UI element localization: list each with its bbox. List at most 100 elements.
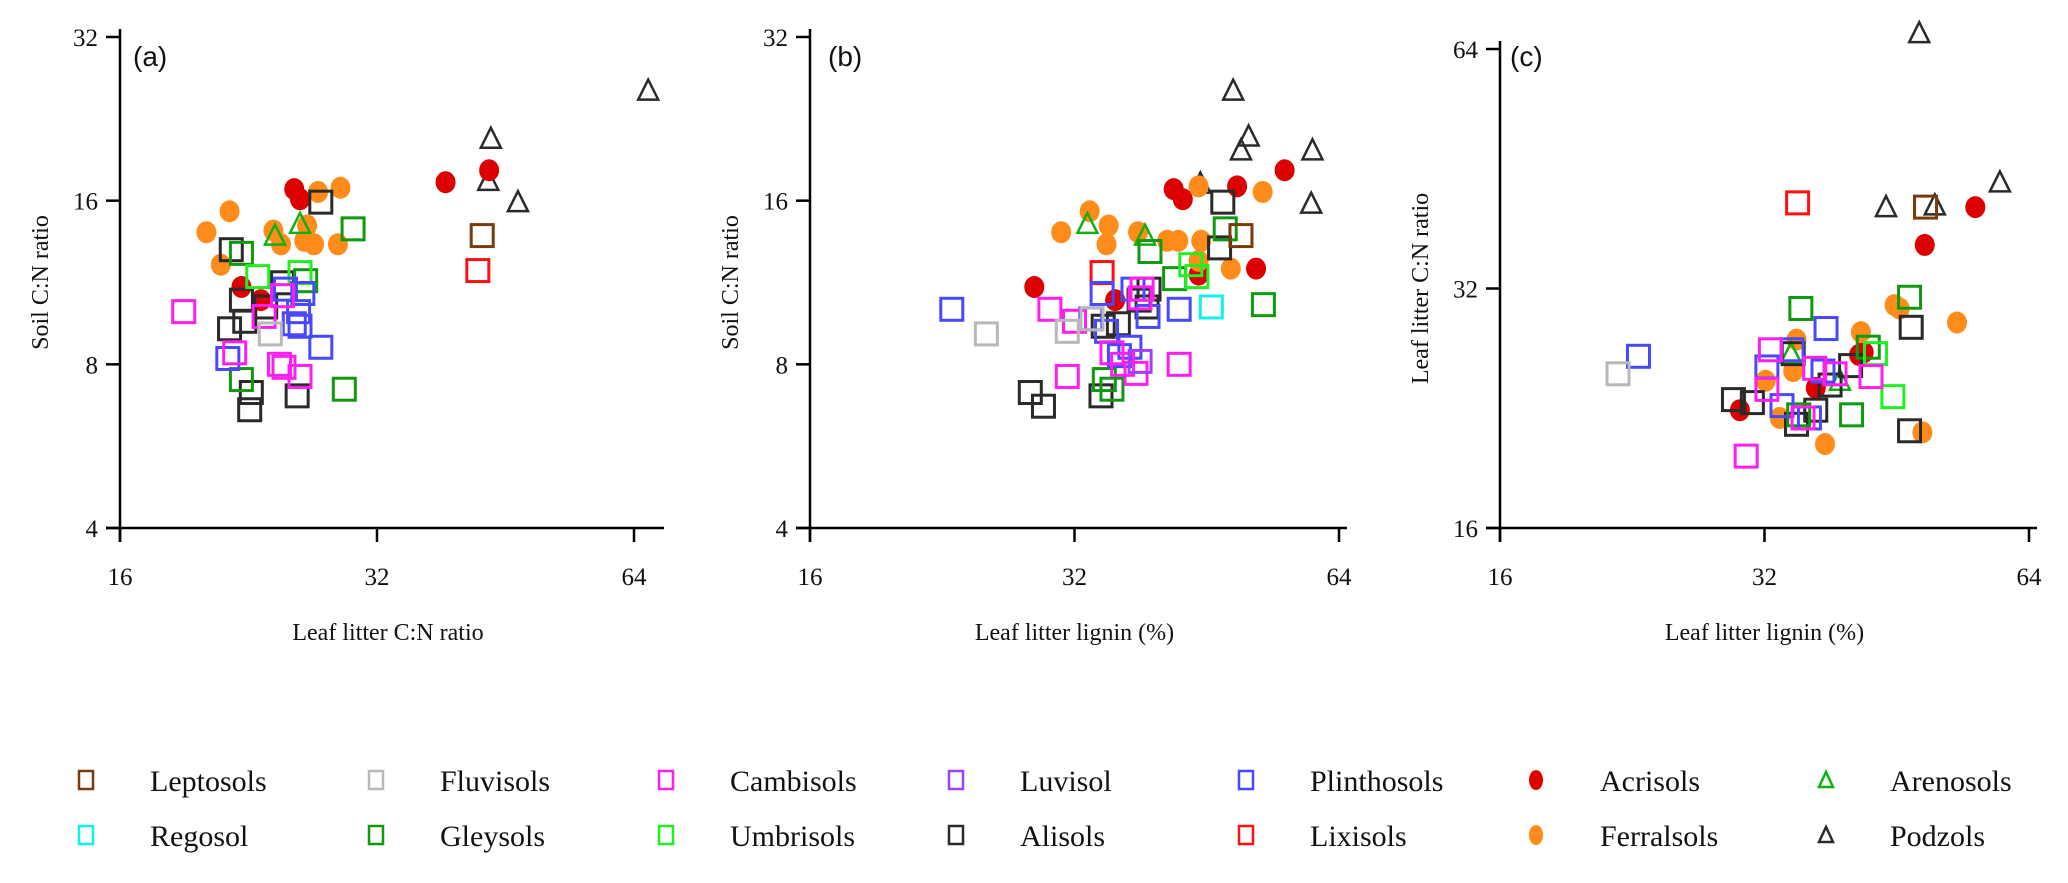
y-tick-label: 4 (776, 516, 789, 543)
data-point-umbrisols (1184, 264, 1210, 290)
data-point-alisols (237, 397, 263, 423)
data-point-alisols (1739, 390, 1765, 416)
data-point-podzols (1922, 191, 1947, 216)
data-point-cambisols (1127, 285, 1153, 311)
data-point-cambisols (1037, 296, 1063, 322)
data-point-plinthosols (1089, 280, 1115, 306)
data-point-acrisols (1246, 257, 1267, 280)
legend-item-luvisol: Luvisol (947, 765, 1112, 798)
legend-item-plinthosols: Plinthosols (1237, 765, 1443, 798)
data-point-plinthosols (215, 346, 241, 372)
data-point-arenosols (1075, 210, 1100, 235)
y-tick-label: 32 (1453, 277, 1478, 304)
data-point-cambisols (1733, 443, 1759, 469)
legend-marker-square (947, 769, 965, 791)
y-tick-label: 16 (73, 189, 98, 216)
data-point-cambisols (271, 354, 297, 380)
panel-label: (a) (133, 41, 167, 72)
data-points (1605, 19, 2012, 469)
panel-label: (b) (828, 41, 862, 72)
data-point-ferralsols (330, 176, 351, 199)
data-point-fluvisols (1605, 361, 1631, 387)
legend-marker-square (657, 769, 675, 791)
legend-label: Umbrisols (730, 820, 855, 853)
legend-item-gleysols: Gleysols (367, 820, 545, 853)
y-tick-label: 32 (73, 25, 98, 52)
data-point-ferralsols (1051, 221, 1072, 244)
legend-label: Alisols (1020, 820, 1105, 853)
data-point-ferralsols (1096, 233, 1117, 256)
data-point-gleysols (1897, 284, 1923, 310)
legend-item-regosol: Regosol (77, 820, 248, 853)
data-point-ferralsols (1252, 180, 1273, 203)
data-point-alisols (1897, 418, 1923, 444)
legend-label: Ferralsols (1600, 820, 1718, 853)
data-point-ferralsols (1188, 175, 1209, 198)
legend-item-acrisols: Acrisols (1529, 765, 1700, 798)
data-point-podzols (636, 76, 661, 101)
data-point-alisols (1720, 387, 1746, 413)
data-point-ferralsols (327, 233, 348, 256)
data-point-plinthosols (1813, 316, 1839, 342)
data-point-cambisols (222, 340, 248, 366)
data-point-gleysols (1099, 376, 1125, 402)
data-point-podzols (1873, 193, 1899, 218)
legend-marker-square (77, 824, 95, 846)
data-point-regosol (1198, 294, 1224, 320)
data-points (171, 76, 661, 423)
data-point-umbrisols (1880, 384, 1906, 410)
y-tick-label: 16 (763, 189, 788, 216)
data-point-cambisols (269, 283, 295, 309)
x-tick-label: 16 (108, 564, 133, 591)
data-point-gleysols (1250, 292, 1276, 318)
data-point-gleysols (1788, 296, 1814, 322)
legend-marker-circle (1529, 770, 1543, 790)
data-point-leptosols (469, 223, 495, 249)
data-point-luvisol (1127, 348, 1153, 374)
data-point-fluvisols (257, 321, 283, 347)
legend-item-leptosols: Leptosols (77, 765, 267, 798)
data-point-podzols (1987, 168, 2012, 193)
data-point-gleysols (1137, 239, 1163, 265)
data-point-gleysols (1162, 266, 1188, 292)
x-tick-label: 16 (798, 564, 823, 591)
data-point-cambisols (1054, 363, 1080, 389)
legend-label: Arenosols (1890, 765, 2012, 798)
data-point-acrisols (435, 171, 456, 194)
legend-item-arenosols: Arenosols (1817, 765, 2012, 798)
legend-marker-triangle (1817, 824, 1835, 844)
data-point-gleysols (1855, 334, 1881, 360)
data-point-cambisols (1858, 364, 1884, 390)
panel-a: 4 8 16 32 16 32 64 Leaf litter C:N ratio Soil C:… (28, 25, 664, 646)
data-point-cambisols (1757, 337, 1783, 363)
data-point-fluvisols (1079, 306, 1105, 332)
legend-label: Podzols (1890, 820, 1985, 853)
data-point-ferralsols (1815, 433, 1836, 456)
y-tick-label: 64 (1453, 37, 1479, 64)
data-point-arenosols (1778, 339, 1804, 364)
x-tick-label: 32 (365, 564, 390, 591)
legend-marker-square (1237, 769, 1255, 791)
data-point-podzols (1228, 136, 1253, 161)
data-point-cambisols (1822, 361, 1848, 387)
data-point-alisols (1030, 393, 1056, 419)
data-point-arenosols (287, 210, 313, 235)
data-point-acrisols (479, 159, 500, 182)
data-point-cambisols (1129, 276, 1155, 302)
data-point-plinthosols (287, 313, 313, 339)
data-point-arenosols (1133, 221, 1158, 246)
legend-label: Luvisol (1020, 765, 1112, 798)
data-point-cambisols (1754, 376, 1780, 402)
data-point-fluvisols (973, 321, 999, 347)
data-point-acrisols (1024, 276, 1045, 299)
data-point-acrisols (1965, 196, 1986, 219)
data-point-gleysols (1212, 216, 1238, 242)
panel-c: 16 32 64 16 32 64 Leaf litter lignin (%) Leaf l… (1408, 19, 2042, 646)
data-points (939, 76, 1325, 419)
y-tick-label: 32 (763, 25, 788, 52)
data-point-cambisols (251, 303, 277, 329)
data-point-alisols (308, 189, 334, 215)
legend-item-umbrisols: Umbrisols (657, 820, 855, 853)
data-point-fluvisols (1054, 318, 1080, 344)
